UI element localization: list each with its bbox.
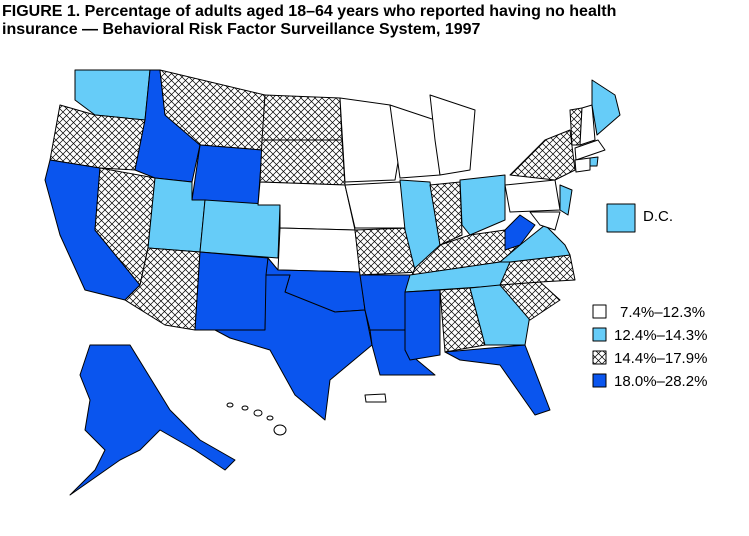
legend-label: 18.0%–28.2% [614,373,707,390]
legend-label: 14.4%–17.9% [614,350,707,367]
dc-label: D.C. [643,208,673,225]
legend-swatch [592,350,607,365]
title-line: FIGURE 1. Percentage of adults aged 18–6… [2,3,616,20]
legend-label: 7.4%–12.3% [620,304,705,321]
dc-swatch [606,203,636,233]
legend-swatch [592,304,607,319]
legend-swatch [592,327,607,342]
legend-label: 12.4%–14.3% [614,327,707,344]
us-map [44,69,621,496]
title-line: insurance — Behavioral Risk Factor Surve… [2,21,481,38]
legend-swatch [592,373,607,388]
legend: 7.4%–12.3% 12.4%–14.3% 14.4%–17.9% 18.0%… [592,304,707,390]
